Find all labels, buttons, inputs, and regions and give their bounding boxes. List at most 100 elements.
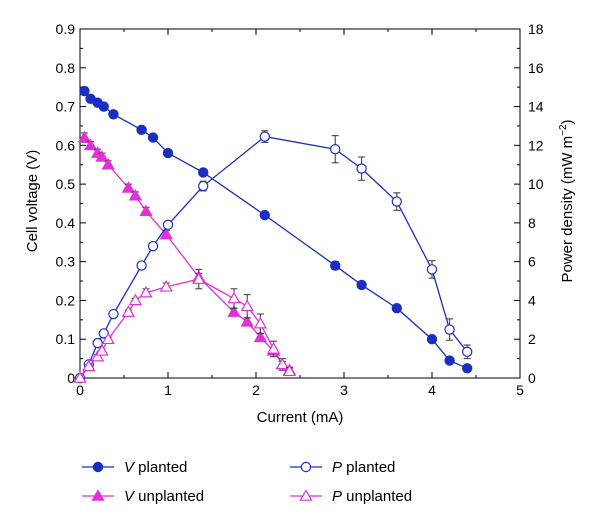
series-layer	[73, 85, 473, 384]
data-point	[108, 109, 119, 120]
data-point	[136, 124, 147, 136]
data-point	[444, 324, 455, 335]
data-point	[73, 371, 87, 383]
data-point	[227, 291, 241, 304]
data-point	[121, 305, 136, 317]
y-right-tick-label: 6	[528, 254, 536, 270]
y-left-tick-label: 0.1	[56, 331, 76, 347]
data-point	[108, 308, 119, 320]
data-point	[282, 364, 297, 377]
data-point	[101, 332, 115, 345]
legend-label-text: unplanted	[342, 488, 412, 505]
data-point	[82, 359, 96, 372]
y-left-tick-label: 0.5	[56, 176, 76, 192]
data-point	[139, 285, 153, 298]
data-point	[77, 130, 92, 143]
data-point	[426, 334, 438, 345]
legend-label-variable: V	[124, 459, 136, 476]
data-point	[136, 260, 147, 271]
legend-label-text: unplanted	[134, 488, 204, 505]
y-right-tick-label: 16	[528, 60, 544, 76]
data-point	[259, 209, 270, 221]
data-point	[162, 147, 174, 159]
data-point	[330, 260, 341, 271]
data-point	[426, 264, 438, 275]
y-axis-right-label-superscript: −2	[558, 124, 569, 136]
data-point	[275, 357, 290, 370]
data-point	[391, 303, 402, 314]
data-point	[240, 299, 254, 312]
data-point	[444, 355, 455, 366]
legend-marker	[300, 461, 312, 473]
y-left-tick-label: 0.8	[56, 60, 76, 76]
x-tick-label: 4	[428, 382, 436, 398]
data-point	[197, 167, 209, 178]
data-point	[95, 344, 109, 356]
legend-label-variable: P	[332, 488, 342, 505]
legend-marker	[299, 489, 313, 501]
axes-layer: 0 1 2 3 4 500.10.20.30.40.50.60.70.80.9024681…	[56, 21, 544, 398]
data-point	[330, 144, 341, 155]
data-point	[356, 279, 367, 291]
data-point	[391, 196, 402, 207]
y-right-tick-label: 12	[528, 137, 544, 153]
series-1	[77, 130, 297, 376]
legend-item-2: P planted	[290, 459, 395, 476]
data-point	[192, 272, 206, 284]
x-tick-label: 0	[76, 382, 84, 398]
series-line	[79, 135, 468, 379]
x-axis-label: Current (mA)	[257, 409, 344, 426]
y-left-tick-label: 0.9	[56, 21, 76, 37]
legend-label-variable: P	[332, 459, 342, 476]
plot-frame	[79, 28, 521, 379]
series-0	[79, 85, 473, 374]
data-point	[197, 180, 209, 192]
data-point	[253, 330, 268, 343]
legend-marker	[91, 489, 105, 501]
y-left-tick-label: 0.4	[56, 215, 76, 231]
x-tick-label: 1	[164, 382, 172, 398]
data-point	[83, 138, 98, 151]
data-point	[462, 346, 473, 358]
data-point	[101, 157, 115, 170]
legend-label: V planted	[124, 459, 187, 476]
data-point	[462, 363, 473, 374]
data-point	[147, 240, 159, 252]
data-point	[121, 181, 136, 193]
y-right-tick-label: 18	[528, 21, 544, 37]
legend-label: P unplanted	[332, 488, 412, 505]
data-point	[159, 280, 173, 292]
data-point	[356, 163, 367, 174]
legend-label-text: planted	[134, 459, 187, 476]
data-point	[259, 131, 270, 142]
y-right-tick-label: 2	[528, 331, 536, 347]
y-axis-right-label: Power density (mW m−2)	[558, 119, 576, 282]
data-point	[90, 349, 105, 362]
y-left-tick-label: 0.2	[56, 292, 76, 308]
data-point	[128, 188, 143, 201]
legend-item-1: V unplanted	[82, 488, 204, 505]
y-right-tick-label: 10	[528, 176, 544, 192]
legend-label: P planted	[332, 459, 395, 476]
data-point	[128, 293, 143, 306]
y-left-tick-label: 0.7	[56, 99, 76, 115]
x-tick-label: 2	[252, 382, 260, 398]
data-point	[227, 305, 241, 317]
data-point	[95, 150, 109, 162]
data-point	[79, 85, 90, 97]
y-axis-right-label-end: )	[559, 119, 576, 124]
legend-label: V unplanted	[124, 488, 204, 505]
y-right-tick-label: 8	[528, 215, 536, 231]
legend-label-variable: V	[124, 488, 136, 505]
x-tick-label: 3	[340, 382, 348, 398]
data-point	[139, 204, 153, 217]
y-right-tick-label: 14	[528, 99, 544, 115]
data-point	[253, 316, 268, 329]
y-left-tick-label: 0.6	[56, 137, 76, 153]
y-axis-right-label-main: Power density (mW m	[559, 136, 576, 283]
data-point	[240, 314, 254, 327]
y-left-tick-label: 0.3	[56, 254, 76, 270]
data-point	[147, 132, 159, 143]
